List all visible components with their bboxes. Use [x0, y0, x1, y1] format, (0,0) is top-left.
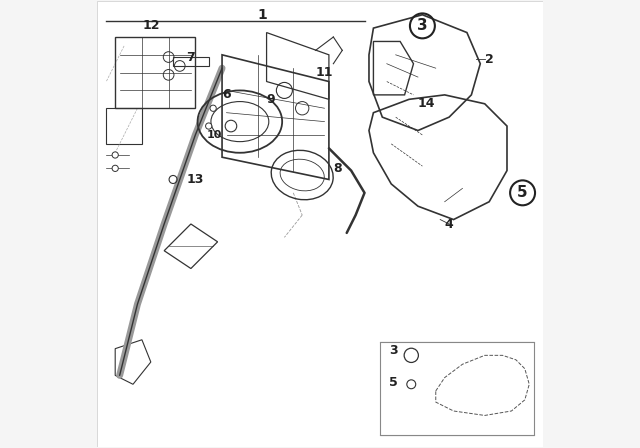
Text: 11: 11: [316, 66, 333, 79]
Text: 4: 4: [445, 217, 454, 231]
Text: 3: 3: [389, 345, 398, 358]
FancyBboxPatch shape: [97, 1, 543, 447]
Circle shape: [205, 123, 212, 129]
Text: 8: 8: [333, 162, 342, 175]
Text: 12: 12: [142, 19, 159, 32]
Text: 5: 5: [389, 375, 398, 388]
Text: 10: 10: [207, 130, 222, 140]
Text: 13: 13: [186, 173, 204, 186]
Text: 6: 6: [222, 88, 231, 101]
Circle shape: [112, 165, 118, 172]
Text: 14: 14: [418, 97, 435, 110]
Text: 9: 9: [267, 93, 275, 106]
Circle shape: [112, 152, 118, 158]
Circle shape: [407, 380, 416, 389]
Text: 5: 5: [517, 185, 528, 200]
FancyBboxPatch shape: [380, 342, 534, 435]
Text: 00_3657: 00_3657: [438, 424, 477, 433]
Text: 3: 3: [417, 18, 428, 34]
Text: 1: 1: [257, 8, 267, 22]
Text: 2: 2: [484, 53, 493, 66]
Text: 7: 7: [186, 51, 195, 64]
Circle shape: [210, 105, 216, 112]
